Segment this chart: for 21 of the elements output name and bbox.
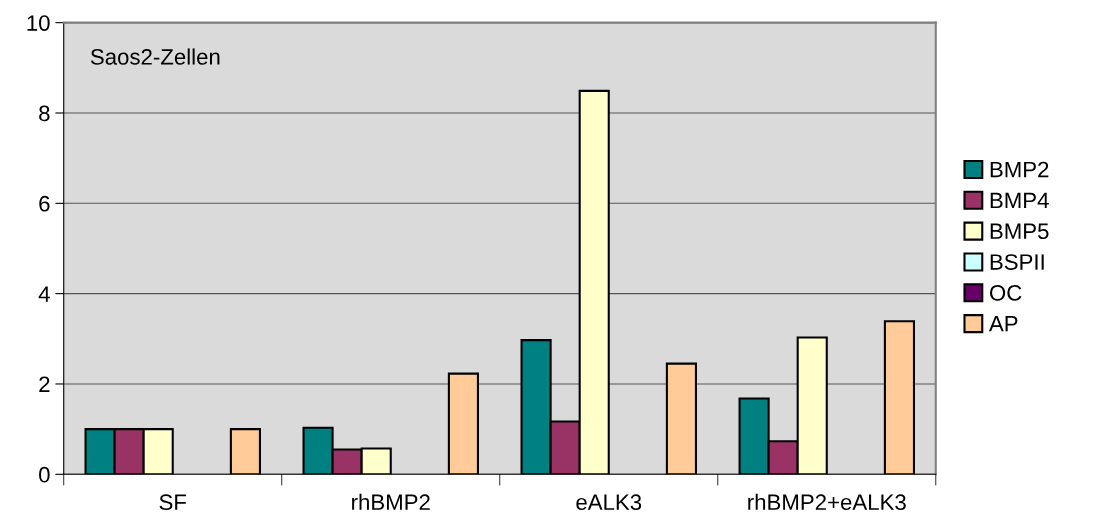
legend-label: BMP5: [990, 223, 1049, 240]
legend-label: BSPII: [990, 254, 1044, 270]
legend-label: AP: [988, 316, 1018, 332]
y-tick-label: 2: [39, 376, 50, 393]
x-tick-label: rhBMP2+eALK3: [748, 493, 906, 511]
legend-label: BMP2: [990, 161, 1049, 178]
x-tick-label: eALK3: [576, 494, 642, 511]
x-tick-label: SF: [159, 494, 187, 511]
legend-label: OC: [989, 285, 1022, 301]
x-tick-label: rhBMP2: [352, 493, 430, 510]
bar: [229, 428, 261, 475]
y-tick-label: 4: [38, 286, 50, 302]
bar: [447, 372, 479, 475]
y-tick-label: 8: [39, 105, 50, 122]
bar: [665, 362, 697, 475]
y-tick-label: 6: [39, 195, 50, 212]
text: Saos2-Zellen: [90, 48, 220, 65]
legend-label: BMP4: [990, 192, 1049, 209]
y-tick-label: 0: [39, 466, 50, 483]
y-tick-label: 10: [27, 15, 50, 31]
bar: [883, 320, 915, 475]
